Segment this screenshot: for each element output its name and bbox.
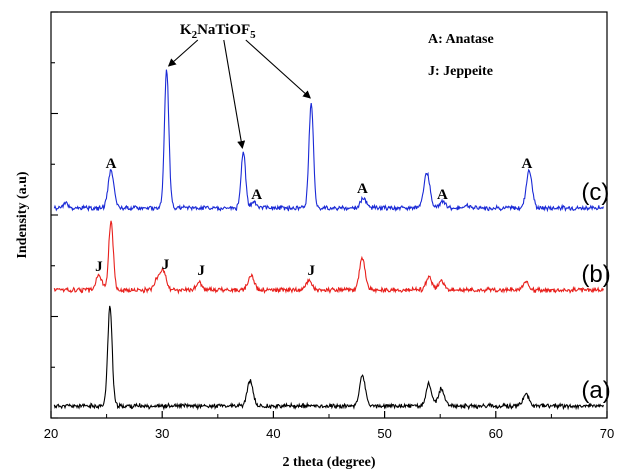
peak-label-A: A: [357, 181, 368, 197]
peak-label-J: J: [162, 257, 170, 273]
peak-label-A: A: [437, 187, 448, 203]
x-axis-ticks: 20 30 40 50 60 70: [44, 411, 614, 441]
peak-label-A: A: [106, 156, 117, 172]
series-label-2: (c): [581, 179, 609, 206]
y-axis-ticks: [51, 11, 58, 419]
compound-label-base: K: [180, 22, 192, 38]
x-tick-label: 40: [266, 426, 280, 441]
series-line-1: [53, 220, 604, 295]
peak-label-J: J: [197, 263, 205, 279]
peak-label-A: A: [522, 156, 533, 172]
series-line-0: [53, 305, 604, 411]
y-axis-title: Indensity (a.u): [15, 171, 30, 258]
compound-arrow: [245, 39, 311, 99]
compound-arrow: [167, 39, 199, 67]
series-line-2: [53, 69, 604, 213]
x-tick-label: 30: [155, 426, 169, 441]
peak-label-J: J: [95, 259, 103, 275]
legend-entry-jeppeite: J: Jeppeite: [428, 64, 493, 79]
spectra-curves: (a) (b) (c): [53, 69, 611, 411]
x-tick-label: 20: [44, 426, 58, 441]
legend-entry-anatase: A: Anatase: [428, 32, 494, 47]
compound-arrow: [223, 39, 246, 149]
series-label-1: (b): [581, 261, 610, 288]
compound-label-sub2: 5: [250, 29, 256, 41]
x-tick-label: 60: [489, 426, 503, 441]
peak-label-J: J: [307, 263, 315, 279]
x-axis-title: 2 theta (degree): [282, 455, 375, 470]
series-label-0: (a): [581, 377, 610, 404]
plot-frame: [50, 11, 608, 419]
compound-label: K2NaTiOF5: [180, 22, 256, 41]
x-tick-label: 50: [377, 426, 391, 441]
x-tick-label: 70: [600, 426, 614, 441]
compound-arrows: [167, 39, 311, 149]
peak-annotations: A A A A A J J J J: [95, 156, 532, 279]
compound-label-mid: NaTiOF: [197, 22, 250, 38]
compound-label-sub1: 2: [192, 29, 198, 41]
peak-label-A: A: [251, 187, 262, 203]
